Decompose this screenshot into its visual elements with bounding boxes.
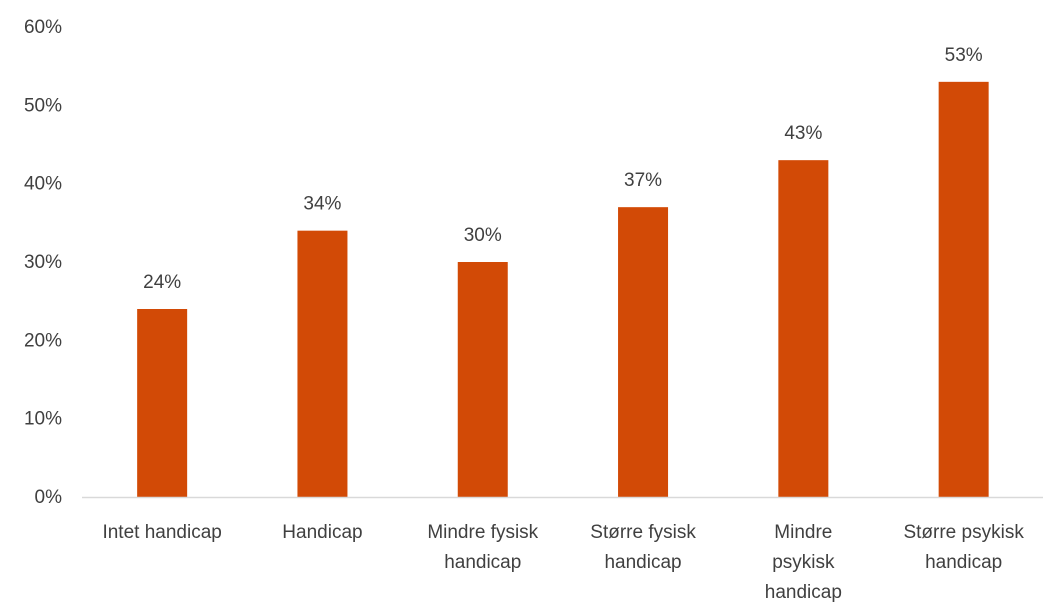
y-tick-label: 0% <box>35 487 63 508</box>
y-tick-label: 20% <box>24 330 62 351</box>
bar <box>778 160 829 497</box>
bars <box>137 81 989 497</box>
bar <box>297 230 348 497</box>
bar <box>938 81 989 497</box>
data-label: 30% <box>464 225 502 246</box>
data-label: 37% <box>624 170 662 191</box>
x-tick-label: Større psykisk handicap <box>903 522 1024 573</box>
y-tick-label: 10% <box>24 409 62 430</box>
x-tick-label: Handicap <box>282 522 362 543</box>
y-axis-tick-labels: 0% 10% 20% 30% 40% 50% 60% <box>24 17 62 508</box>
bar <box>457 262 508 497</box>
x-tick-label: Større fysisk handicap <box>590 522 696 573</box>
x-tick-label: Intet handicap <box>102 522 221 543</box>
data-label: 34% <box>303 194 341 215</box>
data-label: 43% <box>784 123 822 144</box>
data-label: 53% <box>945 45 983 66</box>
x-tick-label: Mindre psykisk handicap <box>765 522 842 603</box>
bar <box>618 207 669 497</box>
x-axis-category-labels: Intet handicap Handicap Mindre fysisk handi… <box>102 522 1024 603</box>
y-tick-label: 40% <box>24 174 62 195</box>
y-tick-label: 30% <box>24 252 62 273</box>
x-tick-label: Mindre fysisk handicap <box>427 522 538 573</box>
data-labels: 24% 34% 30% 37% 43% 53% <box>143 45 983 293</box>
y-tick-label: 50% <box>24 95 62 116</box>
y-tick-label: 60% <box>24 17 62 38</box>
bar <box>137 309 188 497</box>
data-label: 24% <box>143 272 181 293</box>
